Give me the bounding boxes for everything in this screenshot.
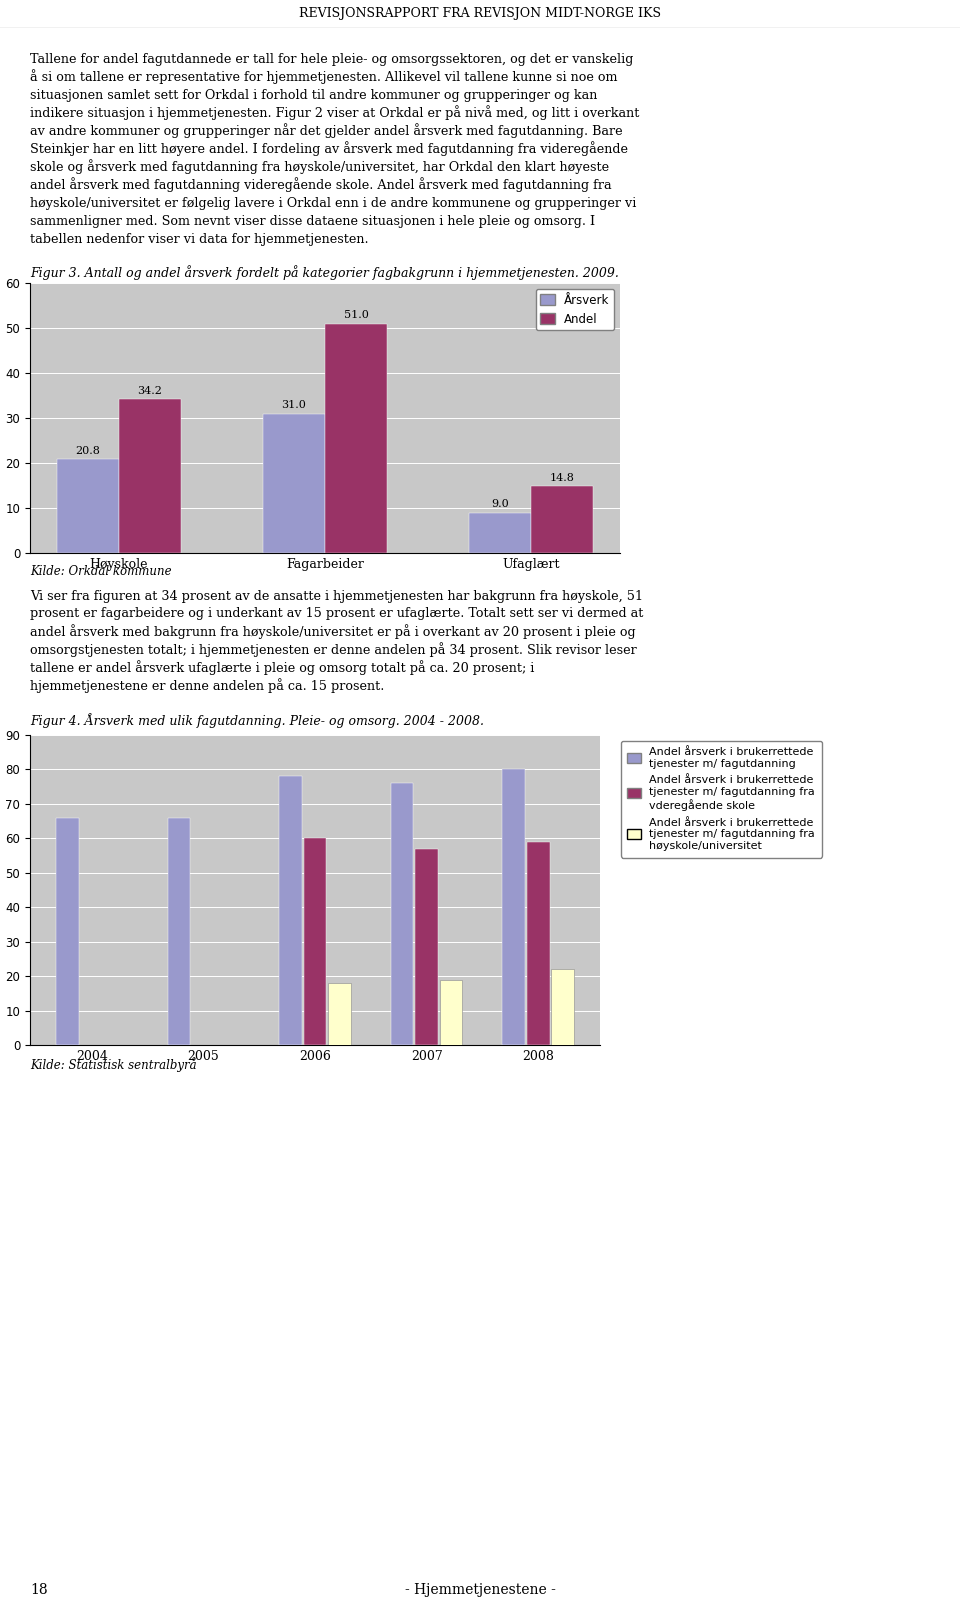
Text: Steinkjer har en litt høyere andel. I fordeling av årsverk med fagutdanning fra : Steinkjer har en litt høyere andel. I fo…	[30, 141, 628, 157]
Bar	[502, 770, 525, 1045]
Text: av andre kommuner og grupperinger når det gjelder andel årsverk med fagutdanning: av andre kommuner og grupperinger når de…	[30, 123, 623, 138]
Text: andel årsverk med bakgrunn fra høyskole/universitet er på i overkant av 20 prose: andel årsverk med bakgrunn fra høyskole/…	[30, 624, 636, 639]
Bar	[527, 842, 549, 1045]
Text: Vi ser fra figuren at 34 prosent av de ansatte i hjemmetjenesten har bakgrunn fr: Vi ser fra figuren at 34 prosent av de a…	[30, 589, 643, 602]
Bar	[328, 983, 350, 1045]
Bar	[391, 783, 414, 1045]
Text: andel årsverk med fagutdanning videregående skole. Andel årsverk med fagutdannin: andel årsverk med fagutdanning videregåe…	[30, 178, 612, 192]
Bar	[56, 818, 79, 1045]
Text: omsorgstjenesten totalt; i hjemmetjenesten er denne andelen på 34 prosent. Slik : omsorgstjenesten totalt; i hjemmetjenest…	[30, 642, 636, 658]
Text: Kilde: Orkdal kommune: Kilde: Orkdal kommune	[30, 565, 172, 578]
Text: prosent er fagarbeidere og i underkant av 15 prosent er ufaglærte. Totalt sett s: prosent er fagarbeidere og i underkant a…	[30, 607, 643, 621]
Bar	[416, 849, 438, 1045]
Text: skole og årsverk med fagutdanning fra høyskole/universitet, har Orkdal den klart: skole og årsverk med fagutdanning fra hø…	[30, 160, 610, 175]
Text: indikere situasjon i hjemmetjenesten. Figur 2 viser at Orkdal er på nivå med, og: indikere situasjon i hjemmetjenesten. Fi…	[30, 106, 639, 120]
Bar	[303, 839, 326, 1045]
Text: REVISJONSRAPPORT FRA REVISJON MIDT-NORGE IKS: REVISJONSRAPPORT FRA REVISJON MIDT-NORGE…	[299, 8, 661, 21]
Text: 51.0: 51.0	[344, 311, 369, 320]
Bar	[325, 323, 387, 552]
Text: Tallene for andel fagutdannede er tall for hele pleie- og omsorgssektoren, og de: Tallene for andel fagutdannede er tall f…	[30, 53, 634, 66]
Text: å si om tallene er representative for hjemmetjenesten. Allikevel vil tallene kun: å si om tallene er representative for hj…	[30, 69, 617, 85]
Text: Figur 4. Årsverk med ulik fagutdanning. Pleie- og omsorg. 2004 - 2008.: Figur 4. Årsverk med ulik fagutdanning. …	[30, 712, 484, 728]
Text: 18: 18	[30, 1583, 48, 1598]
Text: Figur 3. Antall og andel årsverk fordelt på kategorier fagbakgrunn i hjemmetjene: Figur 3. Antall og andel årsverk fordelt…	[30, 266, 619, 280]
Legend: Årsverk, Andel: Årsverk, Andel	[536, 288, 614, 330]
Bar	[531, 487, 593, 552]
Bar	[551, 969, 574, 1045]
Text: 34.2: 34.2	[137, 386, 162, 395]
Text: 9.0: 9.0	[492, 500, 509, 509]
Text: tabellen nedenfor viser vi data for hjemmetjenesten.: tabellen nedenfor viser vi data for hjem…	[30, 232, 369, 245]
Text: 20.8: 20.8	[75, 447, 100, 456]
Text: situasjonen samlet sett for Orkdal i forhold til andre kommuner og grupperinger : situasjonen samlet sett for Orkdal i for…	[30, 88, 597, 101]
Bar	[279, 776, 301, 1045]
Text: Kilde: Statistisk sentralbyrå: Kilde: Statistisk sentralbyrå	[30, 1057, 197, 1073]
Bar	[168, 818, 190, 1045]
Text: 14.8: 14.8	[550, 474, 575, 484]
Bar	[263, 413, 325, 552]
Text: - Hjemmetjenestene -: - Hjemmetjenestene -	[404, 1583, 556, 1598]
Text: 31.0: 31.0	[281, 400, 306, 410]
Bar	[57, 459, 119, 552]
Text: sammenligner med. Som nevnt viser disse dataene situasjonen i hele pleie og omso: sammenligner med. Som nevnt viser disse …	[30, 215, 595, 227]
Text: tallene er andel årsverk ufaglærte i pleie og omsorg totalt på ca. 20 prosent; i: tallene er andel årsverk ufaglærte i ple…	[30, 661, 535, 676]
Bar	[469, 512, 531, 552]
Legend: Andel årsverk i brukerrettede
tjenester m/ fagutdanning, Andel årsverk i brukerr: Andel årsverk i brukerrettede tjenester …	[620, 741, 822, 858]
Text: høyskole/universitet er følgelig lavere i Orkdal enn i de andre kommunene og gru: høyskole/universitet er følgelig lavere …	[30, 197, 636, 210]
Text: hjemmetjenestene er denne andelen på ca. 15 prosent.: hjemmetjenestene er denne andelen på ca.…	[30, 679, 384, 693]
Bar	[440, 980, 463, 1045]
Bar	[119, 399, 180, 552]
